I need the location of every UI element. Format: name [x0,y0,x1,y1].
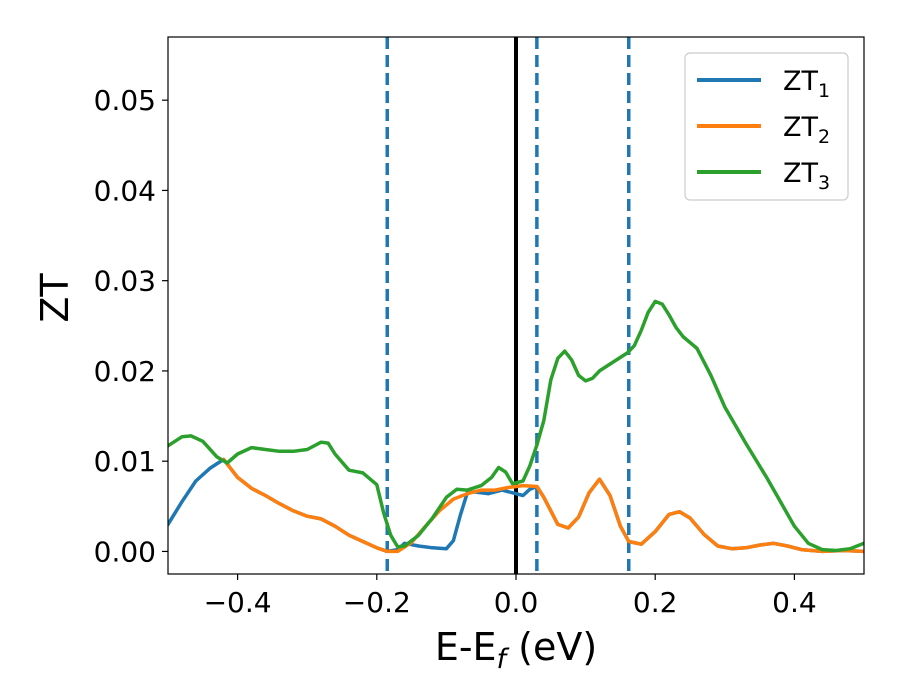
x-axis: −0.4 −0.2 0.0 0.2 0.4 [204,574,817,619]
legend-label-zt3: ZT3 [783,158,830,194]
x-tick-label: 0.0 [494,586,539,619]
x-tick-label: 0.4 [772,586,817,619]
legend: ZT1 ZT2 ZT3 [684,52,849,201]
series-line-zt2 [221,457,864,554]
x-tick-label: −0.4 [204,586,272,619]
x-axis-label-base: E-E [435,625,497,669]
legend-frame [684,52,849,201]
y-tick-label: 0.03 [94,265,156,298]
y-tick-label: 0.05 [94,84,156,117]
series-line-zt3 [168,299,864,553]
y-tick-label: 0.04 [94,174,156,207]
y-tick-label: 0.00 [94,535,156,568]
legend-label-zt2: ZT2 [783,112,830,148]
x-axis-label-suffix: (eV) [506,625,597,669]
y-tick-label: 0.02 [94,355,156,388]
legend-label-zt1: ZT1 [783,66,830,102]
y-tick-label: 0.01 [94,445,156,478]
x-axis-label: E-Ef (eV) [435,625,597,675]
y-axis: 0.00 0.01 0.02 0.03 0.04 0.05 [94,84,168,568]
x-tick-label: 0.2 [633,586,678,619]
series-lines [168,299,864,554]
x-tick-label: −0.2 [343,586,411,619]
y-axis-label: ZT [33,273,77,323]
